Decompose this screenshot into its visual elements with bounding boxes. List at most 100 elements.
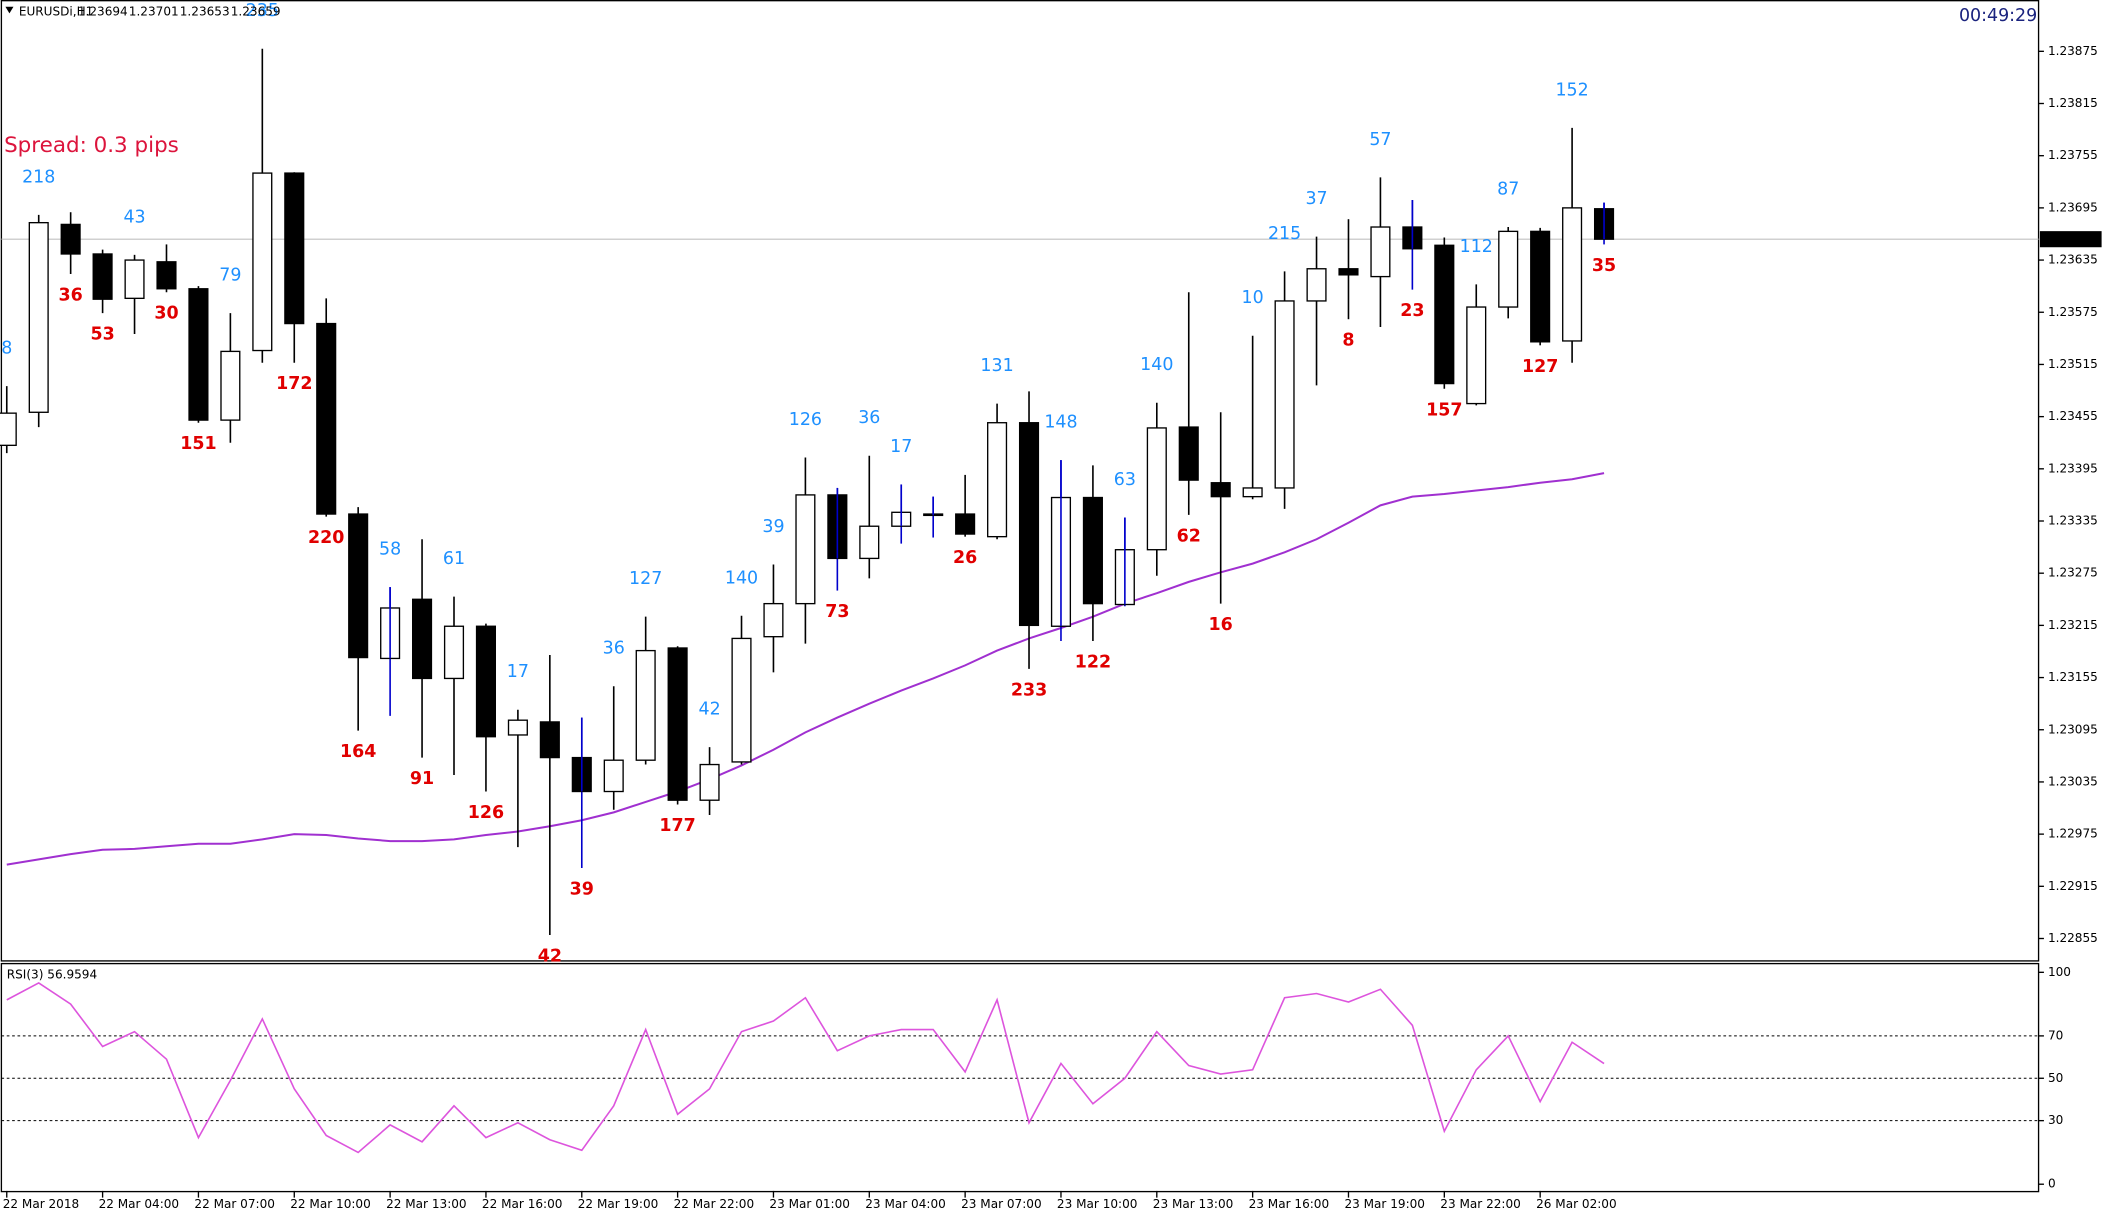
moving-average bbox=[6, 472, 1605, 866]
candle-body bbox=[124, 259, 145, 300]
y-tick-label: 1.23215 bbox=[2048, 618, 2098, 632]
candle-body bbox=[1018, 422, 1040, 627]
upper-label: 57 bbox=[1369, 130, 1391, 150]
upper-label: 17 bbox=[507, 662, 529, 682]
candle-body bbox=[188, 288, 209, 421]
candle-body bbox=[635, 649, 656, 761]
candle-body bbox=[0, 412, 17, 447]
lower-label: 157 bbox=[1426, 400, 1462, 420]
candle-body bbox=[987, 422, 1008, 538]
candle-body bbox=[1466, 306, 1487, 405]
upper-label: 131 bbox=[980, 356, 1013, 376]
x-tick-label: 22 Mar 16:00 bbox=[482, 1197, 563, 1211]
y-tick-label: 1.23335 bbox=[2048, 514, 2098, 528]
candle-body bbox=[795, 494, 816, 605]
candle-body bbox=[1562, 207, 1583, 342]
y-tick-label: 1.23455 bbox=[2048, 409, 2098, 423]
header-high: 1.23701 bbox=[129, 5, 179, 19]
upper-label: 39 bbox=[762, 517, 784, 537]
x-tick-label: 22 Mar 19:00 bbox=[578, 1197, 659, 1211]
upper-label: 8 bbox=[1, 339, 12, 359]
candle-body bbox=[1210, 482, 1231, 498]
candle-body bbox=[1242, 487, 1263, 498]
upper-label: 152 bbox=[1555, 80, 1588, 100]
symbol: EURUSDi,H1 bbox=[19, 5, 94, 19]
candle-body bbox=[1306, 268, 1327, 302]
lower-label: 91 bbox=[410, 769, 434, 789]
lower-label: 172 bbox=[276, 374, 312, 394]
x-tick-label: 23 Mar 22:00 bbox=[1440, 1197, 1521, 1211]
lower-label: 26 bbox=[953, 548, 977, 568]
x-tick-label: 23 Mar 19:00 bbox=[1344, 1197, 1425, 1211]
lower-label: 36 bbox=[59, 285, 83, 305]
y-tick-label: 1.23695 bbox=[2048, 200, 2098, 214]
lower-label: 151 bbox=[180, 434, 216, 454]
candle-body bbox=[507, 719, 528, 736]
upper-label: 17 bbox=[890, 437, 912, 457]
upper-label: 36 bbox=[603, 639, 625, 659]
upper-label: 140 bbox=[1140, 355, 1173, 375]
lower-label: 42 bbox=[538, 946, 562, 966]
upper-label: 10 bbox=[1242, 288, 1264, 308]
x-tick-label: 23 Mar 10:00 bbox=[1057, 1197, 1138, 1211]
candle-body bbox=[1498, 230, 1519, 308]
lower-label: 62 bbox=[1177, 526, 1201, 546]
candle-body bbox=[539, 721, 560, 759]
lower-label: 122 bbox=[1075, 652, 1111, 672]
upper-label: 148 bbox=[1044, 413, 1077, 433]
lower-label: 35 bbox=[1592, 256, 1616, 276]
y-tick-label: 1.23875 bbox=[2048, 44, 2098, 58]
y-tick-label: 1.22915 bbox=[2048, 879, 2098, 893]
y-tick-label: 1.23395 bbox=[2048, 461, 2098, 475]
y-tick-label: 50 bbox=[2048, 1071, 2063, 1085]
last-price-box bbox=[2039, 231, 2102, 248]
candle-body bbox=[443, 625, 465, 680]
upper-label: 36 bbox=[858, 408, 880, 428]
candle-body bbox=[60, 223, 81, 255]
candle-body bbox=[92, 253, 113, 300]
main-pane bbox=[0, 0, 2040, 962]
y-tick-label: 0 bbox=[2048, 1177, 2056, 1191]
lower-label: 126 bbox=[468, 803, 504, 823]
x-tick-label: 23 Mar 13:00 bbox=[1153, 1197, 1234, 1211]
candle-body bbox=[28, 221, 49, 413]
clock: 00:49:29 bbox=[1959, 6, 2037, 26]
candle-body bbox=[475, 625, 497, 738]
y-tick-label: 1.23515 bbox=[2048, 357, 2098, 371]
lower-label: 127 bbox=[1522, 357, 1558, 377]
lower-label: 39 bbox=[570, 880, 594, 900]
y-tick-label: 1.23755 bbox=[2048, 148, 2098, 162]
y-tick-label: 1.22975 bbox=[2048, 827, 2098, 841]
upper-label: 126 bbox=[789, 410, 822, 430]
upper-label: 43 bbox=[123, 207, 145, 227]
x-tick-label: 22 Mar 2018 bbox=[3, 1197, 79, 1211]
candle-body bbox=[1178, 426, 1199, 481]
candle-body bbox=[955, 513, 976, 535]
menu-arrow[interactable] bbox=[5, 6, 14, 14]
x-tick-label: 22 Mar 13:00 bbox=[386, 1197, 467, 1211]
x-tick-label: 23 Mar 04:00 bbox=[865, 1197, 946, 1211]
candle-body bbox=[1370, 226, 1391, 278]
header-low: 1.23653 bbox=[180, 5, 230, 19]
upper-label: 61 bbox=[443, 549, 465, 569]
candle-body bbox=[411, 598, 433, 680]
y-tick-label: 1.23095 bbox=[2048, 722, 2098, 736]
upper-label: 218 bbox=[22, 167, 55, 187]
y-tick-label: 30 bbox=[2048, 1113, 2063, 1127]
candle-body bbox=[763, 602, 784, 638]
upper-label: 63 bbox=[1114, 470, 1136, 490]
y-tick-label: 100 bbox=[2048, 965, 2071, 979]
upper-label: 42 bbox=[698, 700, 720, 720]
candle-body bbox=[220, 350, 241, 421]
x-tick-label: 22 Mar 04:00 bbox=[99, 1197, 180, 1211]
x-tick-label: 22 Mar 10:00 bbox=[290, 1197, 371, 1211]
lower-label: 16 bbox=[1209, 615, 1233, 635]
lower-label: 53 bbox=[90, 325, 114, 345]
y-tick-label: 70 bbox=[2048, 1028, 2063, 1042]
candle-body bbox=[156, 261, 177, 290]
last-price-label: 1.23659 bbox=[2045, 232, 2095, 246]
candle-body bbox=[1274, 300, 1295, 489]
lower-label: 8 bbox=[1342, 331, 1354, 351]
